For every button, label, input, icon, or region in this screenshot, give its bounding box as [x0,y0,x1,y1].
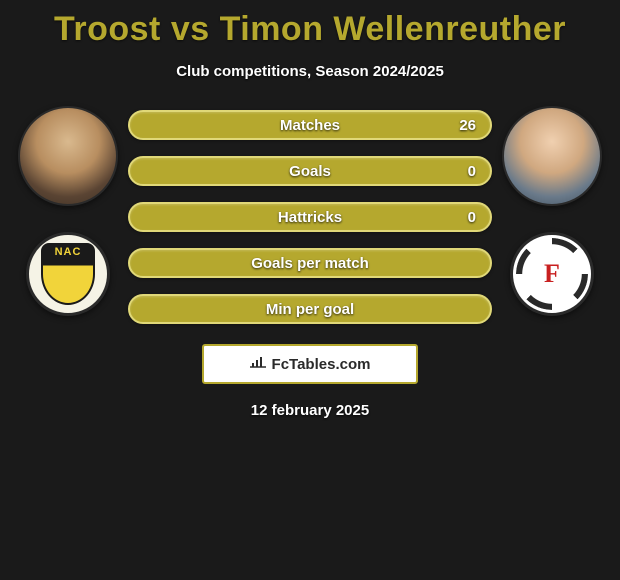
right-club-badge: F [510,232,594,316]
stat-bar-goals: Goals 0 [128,156,492,186]
stat-label: Matches [280,117,340,134]
stat-right-value: 0 [468,209,476,226]
stat-bar-goals-per-match: Goals per match [128,248,492,278]
right-player-avatar [502,106,602,206]
feyenoord-f-icon: F [530,252,574,296]
stat-bar-matches: Matches 26 [128,110,492,140]
stat-label: Min per goal [266,301,354,318]
subtitle: Club competitions, Season 2024/2025 [0,63,620,80]
stat-right-value: 0 [468,163,476,180]
date-text: 12 february 2025 [0,402,620,419]
stat-label: Hattricks [278,209,342,226]
left-club-badge: NAC [26,232,110,316]
credit-box: FcTables.com [202,344,418,384]
comparison-row: NAC Matches 26 Goals 0 Hattricks 0 Goals… [0,80,620,324]
left-player-column: NAC [18,106,118,316]
bars-chart-icon [250,355,266,373]
nac-text: NAC [55,247,82,258]
stat-label: Goals [289,163,331,180]
stat-label: Goals per match [251,255,369,272]
stat-right-value: 26 [459,117,476,134]
right-player-column: F [502,106,602,316]
credit-text: FcTables.com [272,356,371,373]
stat-bar-min-per-goal: Min per goal [128,294,492,324]
stat-bar-hattricks: Hattricks 0 [128,202,492,232]
left-player-avatar [18,106,118,206]
page-title: Troost vs Timon Wellenreuther [0,0,620,49]
nac-shield-icon: NAC [41,243,95,305]
stat-bars: Matches 26 Goals 0 Hattricks 0 Goals per… [118,110,502,324]
